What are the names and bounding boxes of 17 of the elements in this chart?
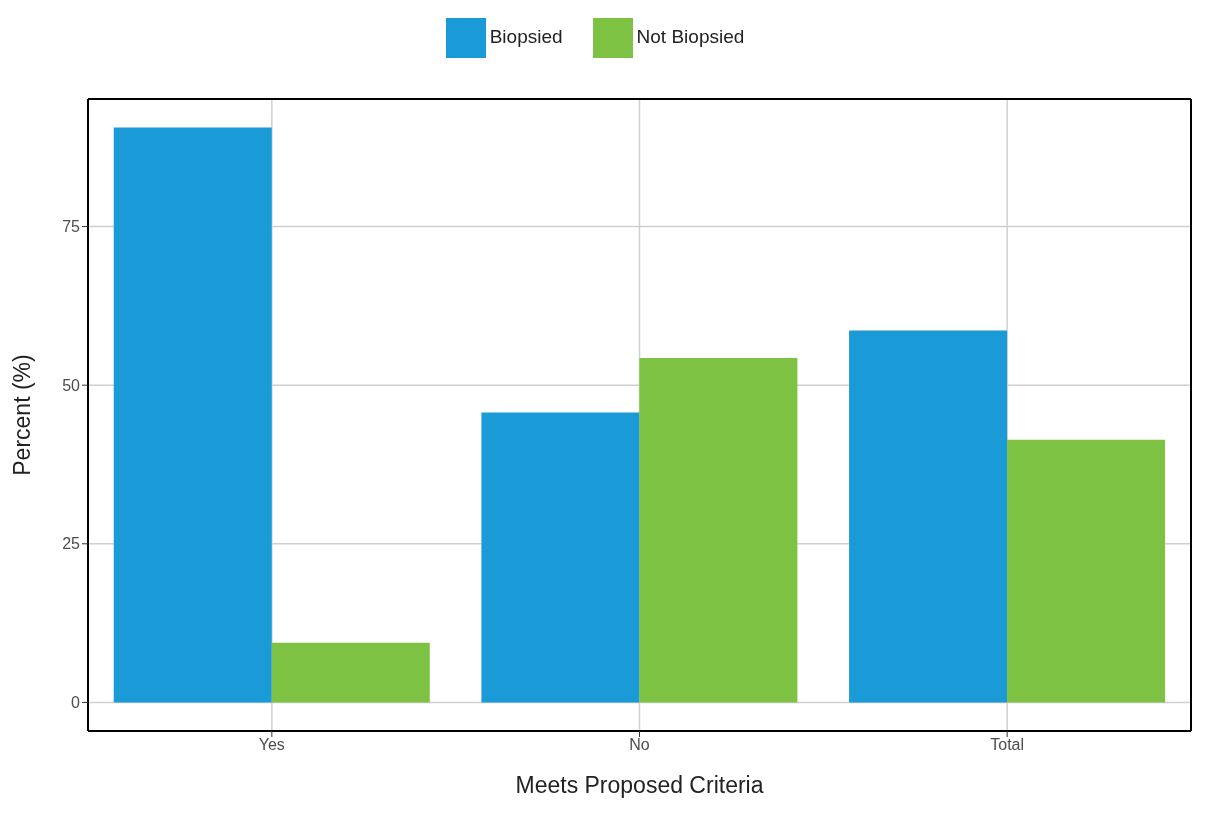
bar [113,127,272,703]
y-tick-label: 50 [62,376,81,394]
bar [271,642,430,703]
bar [639,357,798,703]
x-axis-title: Meets Proposed Criteria [515,772,764,798]
x-tick-label: Total [990,736,1025,754]
y-axis-title: Percent (%) [9,354,36,476]
bar [1007,439,1166,703]
legend-label: Biopsied [489,26,563,48]
bar [481,412,640,703]
x-tick-label: No [629,736,650,754]
y-tick-label: 25 [62,535,81,553]
x-tick-label: Yes [258,736,285,754]
y-tick-label: 0 [71,694,81,712]
legend-label: Not Biopsied [636,26,745,48]
bar [849,330,1008,703]
y-tick-label: 75 [62,218,81,236]
